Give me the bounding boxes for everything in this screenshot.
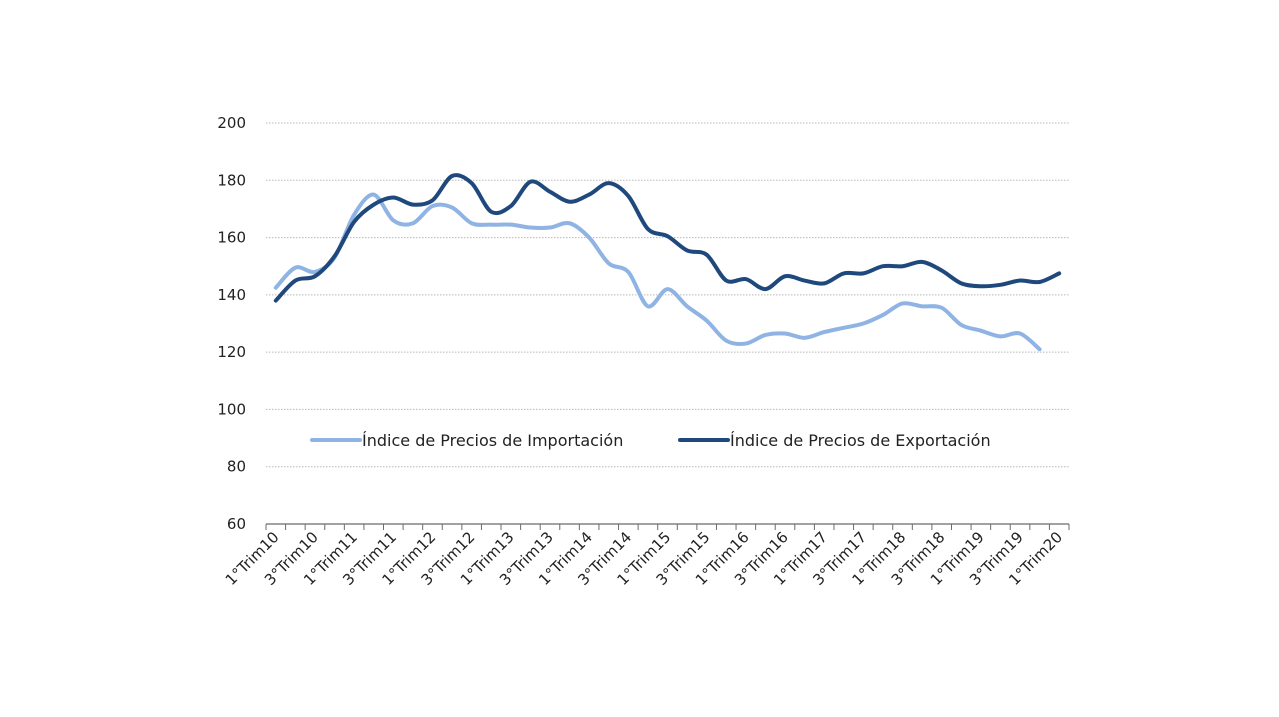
y-tick-label-60: 60 — [227, 515, 246, 533]
y-tick-label-120: 120 — [217, 343, 246, 361]
gridlines — [266, 122, 1069, 468]
y-tick-label-200: 200 — [217, 114, 246, 132]
axes — [265, 523, 1070, 530]
legend: Índice de Precios de Importación Índice … — [310, 431, 991, 450]
y-tick-label-100: 100 — [217, 400, 246, 418]
series-lines — [273, 173, 1062, 352]
series-line-export — [273, 173, 1062, 303]
y-tick-labels: 60 80 100 120 140 160 180 200 — [217, 114, 246, 533]
x-tick-labels: 1°Trim103°Trim101°Trim113°Trim111°Trim12… — [222, 528, 1066, 589]
y-tick-label-140: 140 — [217, 286, 246, 304]
legend-label-import: Índice de Precios de Importación — [362, 431, 623, 450]
legend-label-export: Índice de Precios de Exportación — [730, 431, 991, 450]
y-tick-label-180: 180 — [217, 171, 246, 189]
y-tick-label-160: 160 — [217, 229, 246, 247]
series-line-import — [273, 192, 1042, 352]
y-tick-label-80: 80 — [227, 458, 246, 476]
